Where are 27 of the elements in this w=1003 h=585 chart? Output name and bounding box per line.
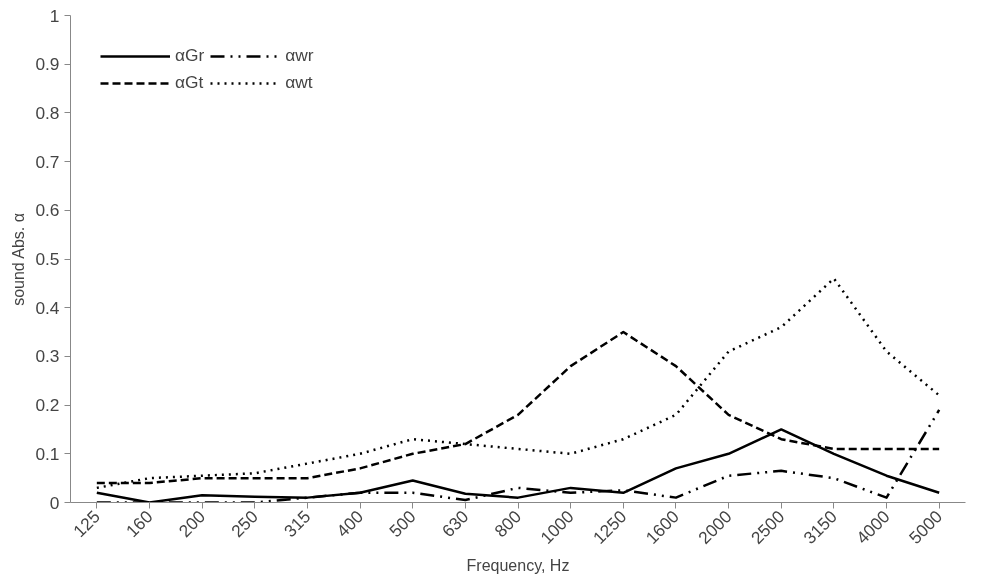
y-tick-label: 0: [49, 492, 60, 513]
y-tick-label: 0.5: [35, 249, 60, 269]
x-tick-label: 315: [279, 506, 315, 542]
x-tick-label: 200: [174, 506, 210, 542]
x-tick-label: 125: [69, 506, 104, 542]
y-tick-label: 0.9: [35, 54, 60, 75]
x-tick-label: 400: [332, 506, 368, 542]
line-series: [95, 277, 941, 490]
y-tick-label: 1: [49, 5, 60, 26]
y-tick-label: 0.6: [35, 200, 60, 221]
y-tick-label: 0.1: [35, 443, 60, 464]
legend-label: αwr: [285, 45, 314, 66]
x-axis-title: Frequency, Hz: [466, 557, 570, 575]
y-axis-title: sound Abs. α: [10, 213, 28, 306]
x-tick-label: 250: [227, 506, 262, 542]
legend-label: αwt: [285, 72, 313, 93]
y-tick-label: 0.2: [35, 395, 60, 416]
y-tick-label: 0.4: [35, 297, 60, 318]
y-tick-label: 0.3: [35, 346, 60, 367]
x-tick-label: 800: [490, 506, 526, 542]
x-tick-label: 500: [385, 506, 420, 542]
y-tick-label: 0.8: [35, 102, 60, 123]
x-tick-label: 630: [437, 506, 473, 542]
legend-label: αGt: [175, 72, 204, 93]
y-tick-label: 0.7: [35, 151, 60, 172]
x-tick-label: 160: [121, 506, 157, 542]
legend-label: αGr: [175, 45, 205, 66]
